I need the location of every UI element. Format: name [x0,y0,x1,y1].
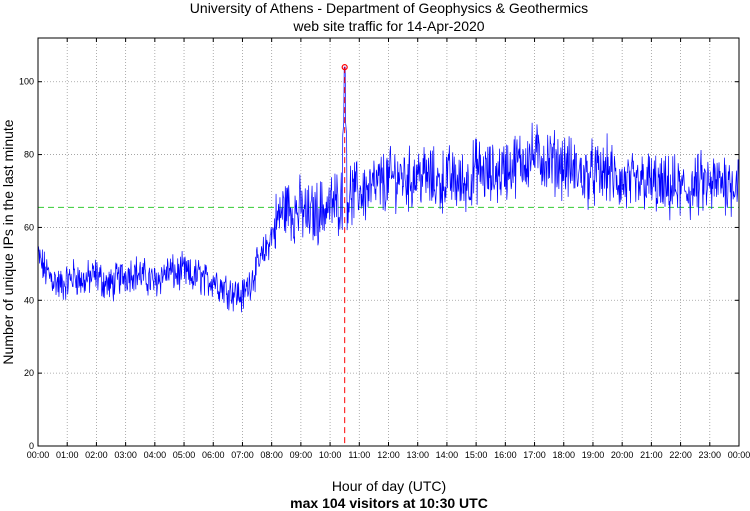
x-tick-label: 21:00 [640,450,663,460]
x-tick-label: 17:00 [523,450,546,460]
y-tick-label: 20 [24,368,34,378]
x-tick-label: 16:00 [494,450,517,460]
y-tick-label: 60 [24,222,34,232]
x-tick-label: 07:00 [231,450,254,460]
x-tick-label: 11:00 [348,450,370,460]
x-tick-label: 23:00 [699,450,722,460]
series-group [37,66,740,313]
y-tick-label: 0 [29,441,34,451]
x-tick-label: 04:00 [144,450,167,460]
traffic-series-line [37,66,740,313]
y-ticks: 0 20 40 60 80 100 [19,77,739,451]
x-tick-label: 08:00 [260,450,283,460]
x-tick-label: 12:00 [377,450,400,460]
grid [38,38,739,446]
chart-title: University of Athens - Department of Geo… [190,0,588,16]
x-tick-label: 19:00 [582,450,605,460]
x-tick-label: 20:00 [611,450,634,460]
peak-marker [341,64,348,446]
peak-circle [341,64,348,71]
x-tick-label: 13:00 [406,450,429,460]
x-tick-label: 03:00 [114,450,137,460]
x-tick-label: 06:00 [202,450,225,460]
x-tick-label: 14:00 [436,450,459,460]
x-ticks: 00:00 01:00 02:00 03:00 04:00 05:00 06:00 07:00… [27,38,750,460]
x-tick-label: 05:00 [173,450,196,460]
y-axis-label: Number of unique IPs in the last minute [0,119,16,364]
x-tick-label: 00:00 [728,450,750,460]
x-tick-label: 00:00 [27,450,50,460]
x-axis-label: Hour of day (UTC) [332,478,446,494]
x-tick-label: 10:00 [319,450,342,460]
x-tick-label: 01:00 [56,450,79,460]
y-tick-label: 100 [19,77,34,87]
max-visitors-footer: max 104 visitors at 10:30 UTC [290,495,488,511]
x-tick-label: 02:00 [85,450,108,460]
x-tick-label: 15:00 [465,450,488,460]
y-tick-label: 40 [24,295,34,305]
x-tick-label: 22:00 [669,450,692,460]
y-tick-label: 80 [24,150,34,160]
x-tick-label: 09:00 [290,450,313,460]
x-tick-label: 18:00 [552,450,575,460]
chart-subtitle: web site traffic for 14-Apr-2020 [292,18,484,34]
